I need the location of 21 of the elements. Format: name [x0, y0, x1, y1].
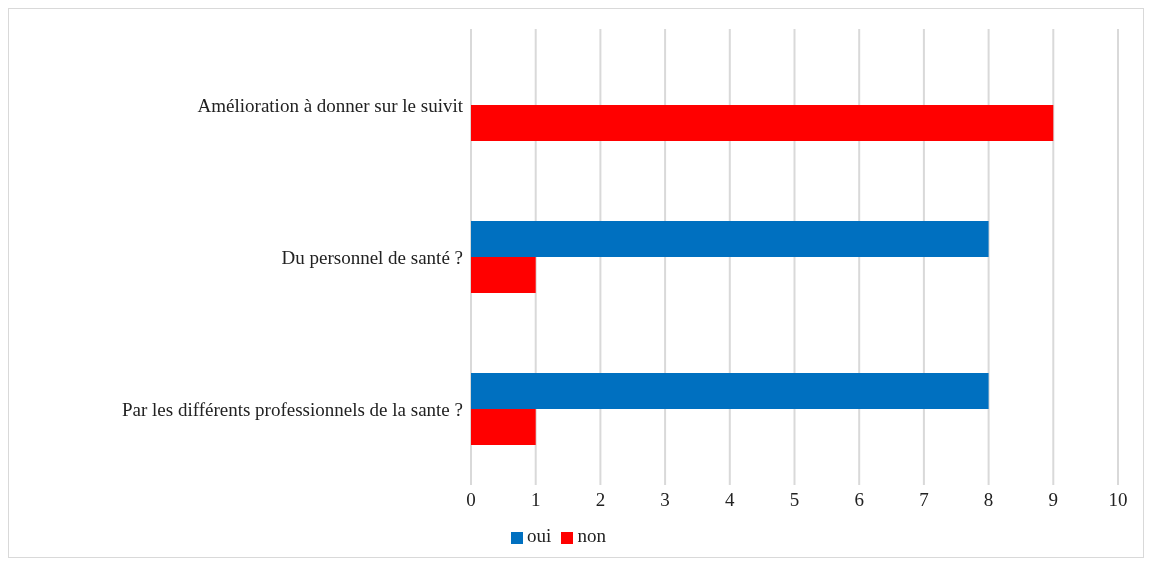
x-tick-label: 5: [789, 489, 800, 511]
legend-label: oui: [527, 525, 552, 546]
x-tick-label: 6: [854, 489, 864, 511]
x-tick-label: 2: [595, 489, 606, 511]
x-tick-label: 7: [919, 489, 929, 511]
y-tick-label: Par les différents professionnels de la sante ?: [121, 398, 463, 420]
x-tick-label: 0: [466, 489, 476, 511]
y-tick-label: Du personnel de santé ?: [281, 246, 463, 268]
bar: [471, 221, 989, 257]
bar: [471, 105, 1054, 141]
bar: [471, 373, 989, 409]
x-tick-label: 1: [530, 489, 541, 511]
x-tick-label: 3: [660, 489, 670, 511]
x-tick-label: 10: [1108, 489, 1128, 511]
x-tick-label: 4: [725, 489, 736, 511]
x-tick-label: 8: [983, 489, 994, 511]
y-tick-label: Amélioration à donner sur le suivit: [197, 94, 464, 116]
bar: [471, 257, 536, 293]
bar: [471, 409, 536, 445]
legend-label: non: [577, 525, 606, 546]
x-tick-label: 9: [1048, 489, 1059, 511]
